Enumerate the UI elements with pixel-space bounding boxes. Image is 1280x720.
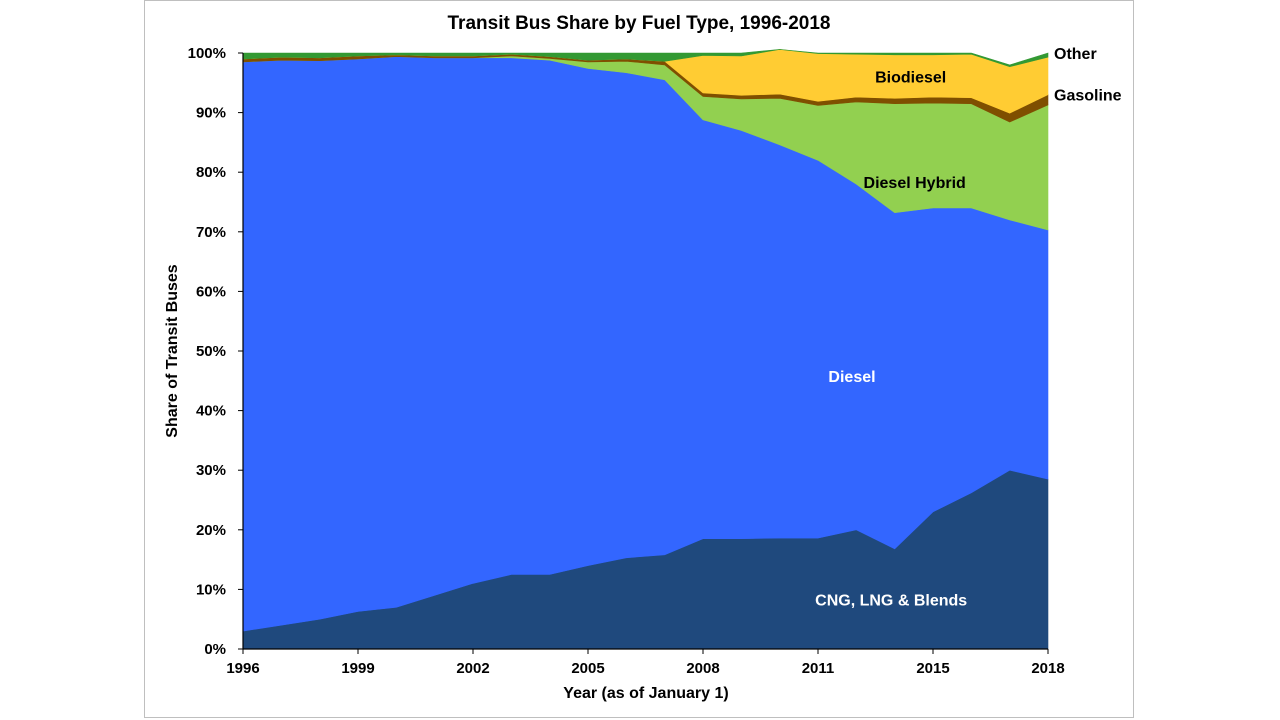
x-tick-label: 2018 — [1031, 660, 1064, 677]
series-label-diesel-hybrid: Diesel Hybrid — [864, 175, 966, 192]
x-tick-label: 1999 — [341, 660, 374, 677]
y-tick-label: 70% — [196, 224, 226, 241]
x-tick-label: 2005 — [571, 660, 604, 677]
y-tick-label: 50% — [196, 343, 226, 360]
x-tick-label: 1996 — [226, 660, 259, 677]
y-tick-label: 0% — [204, 641, 226, 658]
chart-title: Transit Bus Share by Fuel Type, 1996-201… — [448, 13, 831, 34]
y-axis-label: Share of Transit Buses — [164, 264, 181, 437]
x-tick-label: 2015 — [916, 660, 949, 677]
series-label-diesel: Diesel — [828, 369, 875, 386]
y-tick-label: 100% — [188, 45, 226, 62]
series-label-biodiesel: Biodiesel — [875, 70, 946, 87]
x-tick-label: 2008 — [686, 660, 719, 677]
x-axis-label: Year (as of January 1) — [563, 685, 728, 702]
y-tick-label: 20% — [196, 522, 226, 539]
series-label-gasoline: Gasoline — [1054, 88, 1122, 105]
y-tick-label: 80% — [196, 164, 226, 181]
y-tick-label: 40% — [196, 403, 226, 420]
plot-areas — [242, 49, 1049, 650]
y-tick-label: 30% — [196, 462, 226, 479]
y-tick-label: 10% — [196, 581, 226, 598]
series-label-cng-lng-blends: CNG, LNG & Blends — [815, 593, 967, 610]
series-label-other: Other — [1054, 46, 1097, 63]
y-tick-label: 90% — [196, 105, 226, 122]
x-tick-label: 2002 — [456, 660, 489, 677]
x-tick-label: 2011 — [802, 660, 835, 677]
area-other — [242, 49, 1049, 68]
y-tick-label: 60% — [196, 283, 226, 300]
series-labels: CNG, LNG & Blends Diesel Diesel Hybrid Biod… — [815, 46, 1122, 610]
axes: 0% 10% 20% 30% 40% 50% 60% 70% 80% 90% 100% 1996 199… — [188, 45, 1065, 677]
